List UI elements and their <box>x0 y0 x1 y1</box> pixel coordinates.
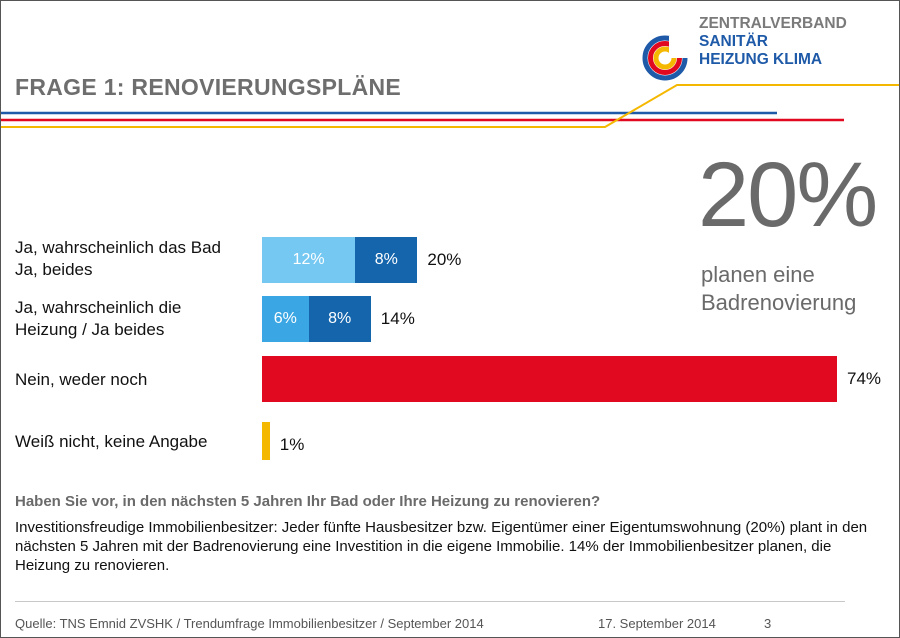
category-label-line: Ja, beides <box>15 260 93 279</box>
bar-total-label: 1% <box>279 435 305 454</box>
bar-total-label: 14% <box>380 309 415 328</box>
highlight-caption: planen eine Badrenovierung <box>701 261 856 317</box>
bar-segment-label: 12% <box>292 251 325 268</box>
bar-segment <box>355 237 418 283</box>
category-label-line: Nein, weder noch <box>15 370 148 389</box>
category-label: Ja, wahrscheinlich die Heizung / Ja beide… <box>15 297 181 341</box>
category-label: Ja, wahrscheinlich das Bad Ja, beides <box>15 237 221 281</box>
category-label-line: Heizung / Ja beides <box>15 320 165 339</box>
page-title: FRAGE 1: RENOVIERUNGSPLÄNE <box>15 74 402 100</box>
bar-segment-label: 8% <box>328 310 352 327</box>
category-label: Nein, weder noch <box>15 369 147 391</box>
survey-question: Haben Sie vor, in den nächsten 5 Jahren … <box>15 493 601 510</box>
footer-divider <box>15 601 845 602</box>
category-label: Weiß nicht, keine Angabe <box>15 431 207 453</box>
description-text: Investitionsfreudige Immobilienbesitzer:… <box>15 519 868 574</box>
header-lines <box>1 84 899 128</box>
bar-segment <box>262 356 837 402</box>
logo-line-2: SANITÄR <box>699 33 768 50</box>
highlight-caption-line: planen eine <box>701 262 815 287</box>
footer-page-number: 3 <box>764 616 772 631</box>
bar-segment <box>262 296 309 342</box>
category-label-line: Ja, wahrscheinlich das Bad <box>15 238 222 257</box>
bar-segment-label: 8% <box>374 251 398 268</box>
logo-line-3: HEIZUNG KLIMA <box>699 51 823 68</box>
footer-source: Quelle: TNS Emnid ZVSHK / Trendumfrage I… <box>15 616 484 631</box>
highlight-value: 20% <box>698 144 878 246</box>
logo-line-1: ZENTRALVERBAND <box>699 15 847 32</box>
logo-text: ZENTRALVERBAND SANITÄR HEIZUNG KLIMA <box>699 15 847 69</box>
bar-segment-label: 6% <box>273 310 297 327</box>
bar-total-label: 74% <box>847 369 882 388</box>
bar-total-label: 20% <box>427 250 462 269</box>
logo-ring-icon <box>642 35 691 81</box>
highlight-caption-line: Badrenovierung <box>701 290 857 315</box>
bar-segment <box>262 422 270 460</box>
category-label-line: Weiß nicht, keine Angabe <box>15 432 208 451</box>
bar-segment <box>262 237 356 283</box>
bar-segment <box>308 296 371 342</box>
footer-date: 17. September 2014 <box>598 616 716 631</box>
category-label-line: Ja, wahrscheinlich die <box>15 298 182 317</box>
